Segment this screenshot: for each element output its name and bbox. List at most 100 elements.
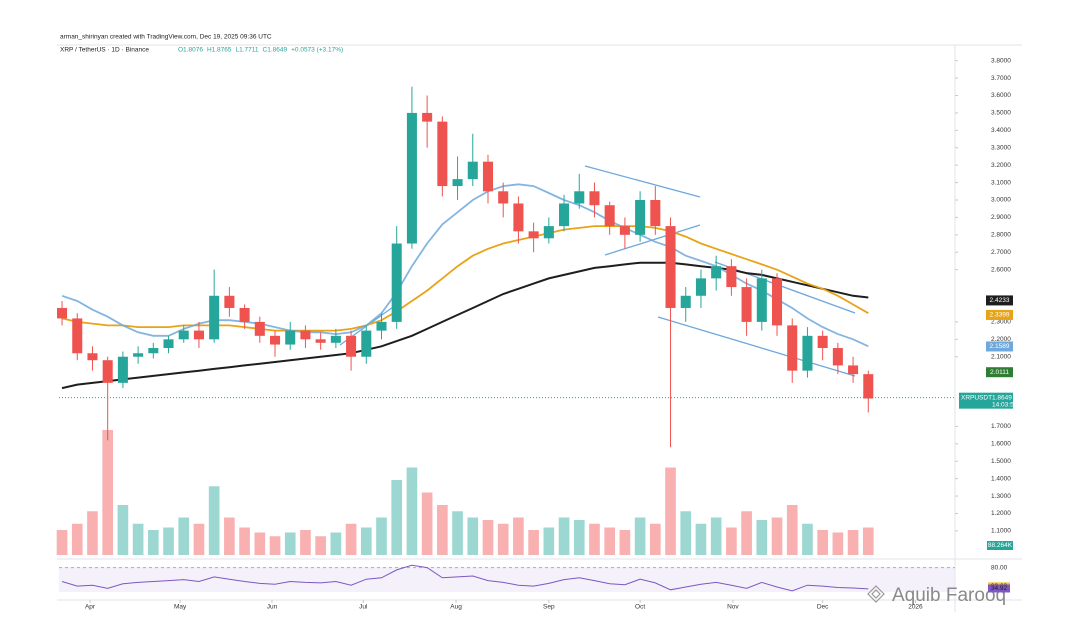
volume-bar [391,480,403,555]
candle-body [832,348,843,366]
volume-bar [330,532,342,555]
y-tick-label: 3.6000 [991,92,1011,99]
y-tick-label: 2.3000 [991,319,1011,326]
watermark-text: Aquib Farooq [892,585,1006,606]
volume-bar [437,505,448,555]
candle-body [178,330,189,340]
x-tick-label: Aug [450,604,462,611]
candle-body [133,353,144,357]
candle-body [239,307,250,322]
volume-bar [497,523,509,555]
candle-body [498,191,509,204]
rsi-badge-label: 34.92 [991,585,1008,592]
volume-bar [254,532,266,555]
y-tick-label: 3.8000 [991,57,1011,64]
volume-bar [208,486,220,555]
y-tick-label: 1.4000 [991,475,1011,482]
candle-body [863,374,874,399]
y-tick-label: 2.1000 [991,353,1011,360]
credit: arman_shirinyan created with TradingView… [60,34,272,41]
candle-body [102,360,113,383]
candle-body [87,353,98,361]
volume-bar [284,532,296,555]
volume-bar [452,511,463,555]
y-tick-label: 2.6000 [991,266,1011,273]
rsi-badge [988,584,1010,593]
candle-body [650,199,661,227]
trendline [657,316,856,377]
volume-bar [102,430,114,555]
ohlc-value: H1.8765 [207,47,232,54]
y-tick-label: 1.7000 [991,423,1011,430]
candle-body [57,307,68,319]
watermark: Aquib Farooq [867,585,1006,606]
candle-body [665,226,676,308]
candle-body [619,226,630,235]
candle-body [787,325,798,371]
volume-bar [573,520,585,555]
x-tick-label: Jul [359,604,368,611]
y-tick-label: 2.2000 [991,336,1011,343]
price-badge-label: 2.3399 [990,312,1010,319]
price-badge-label: 2.0111 [990,369,1009,376]
candle-body [817,335,828,349]
volume-bar [771,517,783,555]
volume-bar [87,511,98,555]
candle-body [361,330,372,357]
volume-bar [695,523,707,555]
volume-bar [680,511,692,555]
candle-body [406,112,417,244]
candle-body [680,295,691,308]
candle-body [376,321,387,331]
ohlc-value: +0.0573 (+3.17%) [291,47,343,54]
volume-bar [239,527,250,555]
x-tick-label: Apr [85,604,96,611]
candle-body [848,365,859,375]
volume-bar [756,520,768,555]
candle-body [148,348,159,354]
volume-bar [634,517,646,555]
candle-body [467,161,478,180]
y-tick-label: 1.5000 [991,458,1011,465]
candle-body [635,199,646,235]
volume-bar [345,523,357,555]
candle-body [391,243,402,322]
candle-body [559,203,570,227]
rsi-band [59,567,955,592]
volume-label: 88.264K [988,542,1013,549]
volume-bar [482,520,494,555]
volume-bar [558,517,570,555]
candle-body [482,161,494,192]
x-tick-label: May [174,604,187,611]
candle-body [771,278,783,326]
y-tick-label: 2.8000 [991,232,1011,239]
candle-body [315,339,326,343]
candle-body [422,112,433,122]
volume-bar [543,527,555,555]
volume-bar [467,517,479,555]
volume-bar [421,492,433,555]
volume-bar [726,527,737,555]
ohlc-value: O1.8076 [178,47,203,54]
volume-bar [817,530,828,555]
candle-body [117,356,128,383]
last-price-badge [959,392,1013,409]
price-badge [986,309,1013,320]
candle-body [437,121,448,187]
volume-bar [315,536,326,555]
volume-bar [710,517,722,555]
candle-body [528,231,539,239]
volume-bar [847,530,859,555]
x-tick-label: 2026 [908,604,923,611]
volume-bar [132,523,144,555]
volume-bar [163,527,174,555]
volume-bar [862,527,874,555]
candle-body [300,330,311,340]
candle-body [193,330,204,340]
y-tick-label: 3.7000 [991,75,1011,82]
volume-bar [589,523,600,555]
volume-badge [987,541,1013,550]
volume-bar [741,511,752,555]
